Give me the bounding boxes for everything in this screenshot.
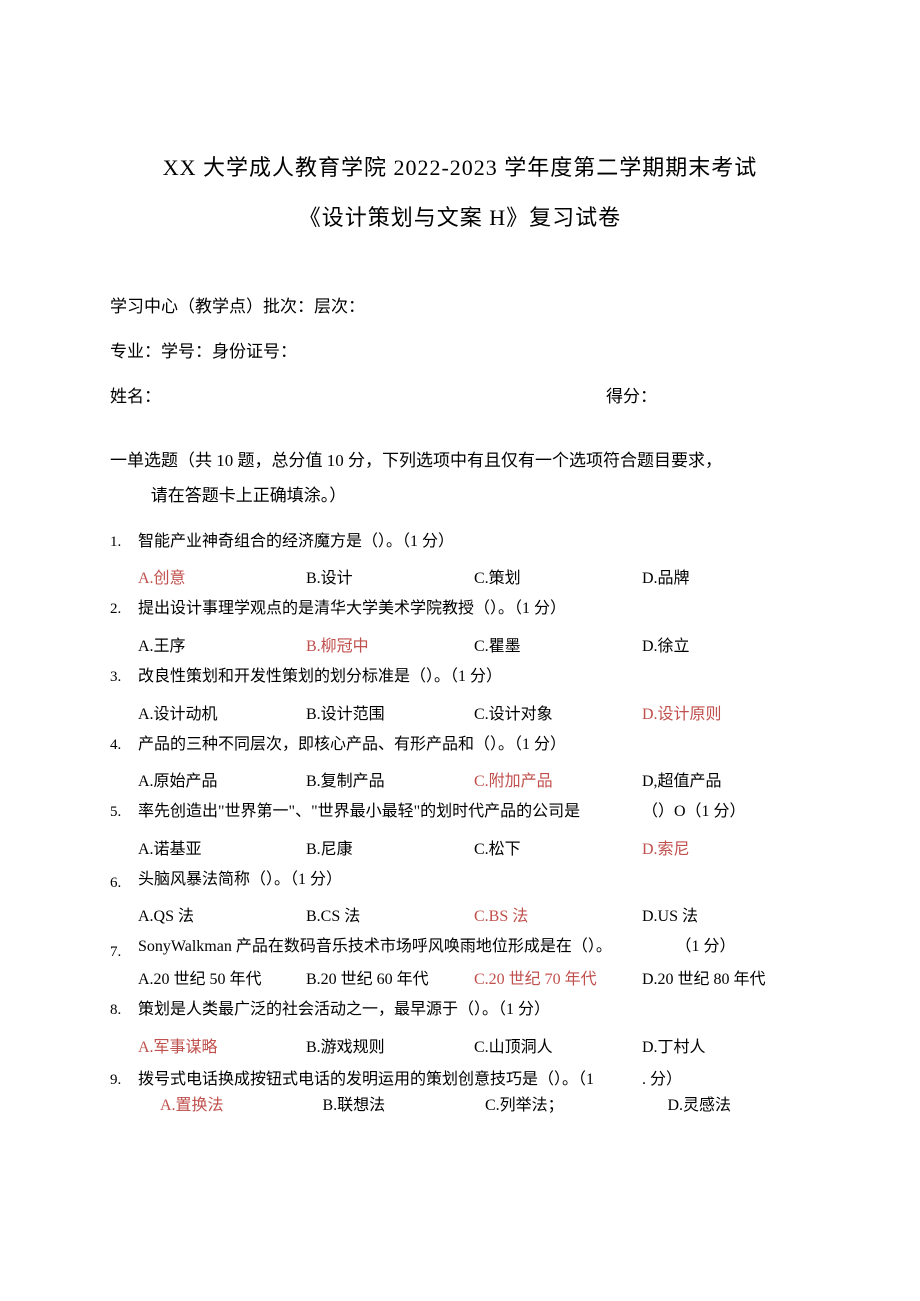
q3-opt-a: A.设计动机 bbox=[138, 700, 306, 724]
q9-stem-a: 拨号式电话换成按钮式电话的发明运用的策划创意技巧是（）。（1 bbox=[138, 1065, 642, 1089]
section-heading-cont: 请在答题卡上正确填涂。） bbox=[151, 482, 810, 511]
q9-opt-d: D.灵感法 bbox=[648, 1091, 831, 1115]
q9-opt-b: B.联想法 bbox=[323, 1091, 486, 1115]
q8-opt-c: C.山顶洞人 bbox=[474, 1033, 642, 1057]
q9-stem-b: . 分） bbox=[642, 1065, 810, 1089]
section-heading: 一单选题（共 10 题，总分值 10 分，下列选项中有且仅有一个选项符合题目要求… bbox=[130, 447, 810, 476]
q4-opt-a: A.原始产品 bbox=[138, 767, 306, 791]
q7-stem-b: （1 分） bbox=[655, 934, 830, 960]
q7-opt-d: D.20 世纪 80 年代 bbox=[642, 965, 810, 989]
question-2: 2. 提出设计事理学观点的是清华大学美术学院教授（）。（1 分） bbox=[110, 596, 810, 622]
q3-opt-d: D.设计原则 bbox=[642, 700, 810, 724]
q3-opt-b: B.设计范围 bbox=[306, 700, 474, 724]
question-9: 9. 拨号式电话换成按钮式电话的发明运用的策划创意技巧是（）。（1 . 分） bbox=[110, 1065, 810, 1089]
q-stem: 头脑风暴法简称（）。（1 分） bbox=[138, 867, 810, 893]
q5-opt-a: A.诺基亚 bbox=[138, 835, 306, 859]
q-number: 4. bbox=[110, 735, 138, 754]
q-number: 9. bbox=[110, 1072, 138, 1089]
q-stem: 产品的三种不同层次，即核心产品、有形产品和（）。（1 分） bbox=[138, 732, 810, 758]
q-number: 5. bbox=[110, 802, 138, 821]
q3-options: A.设计动机 B.设计范围 C.设计对象 D.设计原则 bbox=[138, 700, 810, 724]
q6-opt-b: B.CS 法 bbox=[306, 902, 474, 926]
page-title: XX 大学成人教育学院 2022-2023 学年度第二学期期末考试 bbox=[110, 150, 810, 182]
q2-options: A.王序 B.柳冠中 C.瞿墨 D.徐立 bbox=[138, 632, 810, 656]
q-stem: 改良性策划和开发性策划的划分标准是（）。（1 分） bbox=[138, 664, 810, 690]
name-label: 姓名： bbox=[110, 382, 161, 407]
q-number: 2. bbox=[110, 599, 138, 618]
q8-opt-d: D.丁村人 bbox=[642, 1033, 810, 1057]
q7-opt-b: B.20 世纪 60 年代 bbox=[306, 965, 474, 989]
q5-stem-b: （）O（1 分） bbox=[642, 799, 810, 825]
q5-opt-d: D.索尼 bbox=[642, 835, 810, 859]
question-7: 7. SonyWalkman 产品在数码音乐技术市场呼风唤雨地位形成是在（）。 … bbox=[110, 934, 810, 961]
exam-page: XX 大学成人教育学院 2022-2023 学年度第二学期期末考试 《设计策划与… bbox=[0, 0, 920, 1163]
q1-opt-a: A.创意 bbox=[138, 564, 306, 588]
q-number: 3. bbox=[110, 667, 138, 686]
q5-stem-a: 率先创造出"世界第一"、"世界最小最轻"的划时代产品的公司是 bbox=[138, 799, 642, 825]
q5-opt-c: C.松下 bbox=[474, 835, 642, 859]
q-number: 8. bbox=[110, 1000, 138, 1019]
question-4: 4. 产品的三种不同层次，即核心产品、有形产品和（）。（1 分） bbox=[110, 732, 810, 758]
q-stem: 率先创造出"世界第一"、"世界最小最轻"的划时代产品的公司是 （）O（1 分） bbox=[138, 799, 810, 825]
q2-opt-d: D.徐立 bbox=[642, 632, 810, 656]
q2-opt-c: C.瞿墨 bbox=[474, 632, 642, 656]
q6-opt-c: C.BS 法 bbox=[474, 902, 642, 926]
info-center: 学习中心（教学点）批次：层次： bbox=[110, 292, 810, 317]
q1-opt-c: C.策划 bbox=[474, 564, 642, 588]
q1-options: A.创意 B.设计 C.策划 D.品牌 bbox=[138, 564, 810, 588]
q-number: 6. bbox=[110, 867, 138, 892]
q-stem: SonyWalkman 产品在数码音乐技术市场呼风唤雨地位形成是在（）。 （1 … bbox=[138, 934, 810, 960]
info-major: 专业：学号：身份证号： bbox=[110, 337, 810, 362]
q8-options: A.军事谋略 B.游戏规则 C.山顶洞人 D.丁村人 bbox=[138, 1033, 810, 1057]
question-3: 3. 改良性策划和开发性策划的划分标准是（）。（1 分） bbox=[110, 664, 810, 690]
q9-opt-a: A.置换法 bbox=[160, 1091, 323, 1115]
q6-opt-d: D.US 法 bbox=[642, 902, 810, 926]
q2-opt-a: A.王序 bbox=[138, 632, 306, 656]
q5-opt-b: B.尼康 bbox=[306, 835, 474, 859]
q6-options: A.QS 法 B.CS 法 C.BS 法 D.US 法 bbox=[138, 902, 810, 926]
q-number: 7. bbox=[110, 934, 138, 961]
page-subtitle: 《设计策划与文案 H》复习试卷 bbox=[110, 200, 810, 232]
q9-options: A.置换法 B.联想法 C.列举法； D.灵感法 bbox=[160, 1091, 810, 1115]
name-score-row: 姓名： 得分： bbox=[110, 382, 810, 407]
q4-opt-b: B.复制产品 bbox=[306, 767, 474, 791]
question-6: 6. 头脑风暴法简称（）。（1 分） bbox=[110, 867, 810, 893]
q-stem: 智能产业神奇组合的经济魔方是（）。（1 分） bbox=[138, 529, 810, 555]
q1-opt-b: B.设计 bbox=[306, 564, 474, 588]
q3-opt-c: C.设计对象 bbox=[474, 700, 642, 724]
q4-options: A.原始产品 B.复制产品 C.附加产品 D,超值产品 bbox=[138, 767, 810, 791]
q8-opt-b: B.游戏规则 bbox=[306, 1033, 474, 1057]
q7-opt-a: A.20 世纪 50 年代 bbox=[138, 965, 306, 989]
q-stem: 提出设计事理学观点的是清华大学美术学院教授（）。（1 分） bbox=[138, 596, 810, 622]
q2-opt-b: B.柳冠中 bbox=[306, 632, 474, 656]
q4-opt-d: D,超值产品 bbox=[642, 767, 810, 791]
question-8: 8. 策划是人类最广泛的社会活动之一，最早源于（）。（1 分） bbox=[110, 997, 810, 1023]
q-stem: 拨号式电话换成按钮式电话的发明运用的策划创意技巧是（）。（1 . 分） bbox=[138, 1065, 810, 1089]
question-1: 1. 智能产业神奇组合的经济魔方是（）。（1 分） bbox=[110, 529, 810, 555]
q7-stem-a: SonyWalkman 产品在数码音乐技术市场呼风唤雨地位形成是在（）。 bbox=[138, 934, 655, 960]
q1-opt-d: D.品牌 bbox=[642, 564, 810, 588]
q4-opt-c: C.附加产品 bbox=[474, 767, 642, 791]
q8-opt-a: A.军事谋略 bbox=[138, 1033, 306, 1057]
q-number: 1. bbox=[110, 532, 138, 551]
q5-options: A.诺基亚 B.尼康 C.松下 D.索尼 bbox=[138, 835, 810, 859]
q-stem: 策划是人类最广泛的社会活动之一，最早源于（）。（1 分） bbox=[138, 997, 810, 1023]
question-5: 5. 率先创造出"世界第一"、"世界最小最轻"的划时代产品的公司是 （）O（1 … bbox=[110, 799, 810, 825]
q7-opt-c: C.20 世纪 70 年代 bbox=[474, 965, 642, 989]
q9-opt-c: C.列举法； bbox=[485, 1091, 648, 1115]
q6-opt-a: A.QS 法 bbox=[138, 902, 306, 926]
score-label: 得分： bbox=[606, 382, 657, 407]
q7-options: A.20 世纪 50 年代 B.20 世纪 60 年代 C.20 世纪 70 年… bbox=[138, 965, 810, 989]
